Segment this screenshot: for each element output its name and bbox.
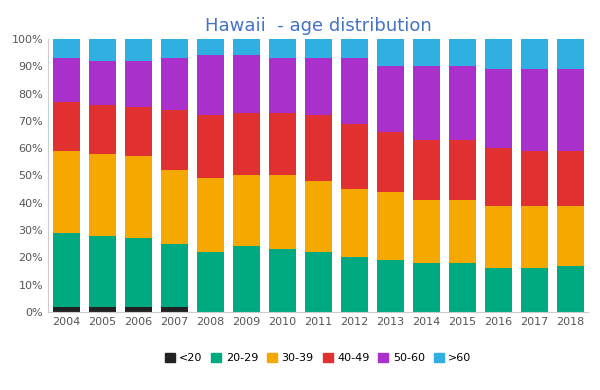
- Bar: [413, 140, 439, 200]
- Bar: [413, 66, 439, 140]
- Bar: [341, 257, 367, 312]
- Bar: [233, 246, 260, 312]
- Legend: <20, 20-29, 30-39, 40-49, 50-60, >60: <20, 20-29, 30-39, 40-49, 50-60, >60: [164, 353, 472, 363]
- Bar: [197, 252, 223, 312]
- Bar: [485, 268, 511, 312]
- Bar: [269, 249, 296, 312]
- Bar: [89, 39, 115, 61]
- Bar: [341, 124, 367, 189]
- Bar: [233, 176, 260, 246]
- Bar: [377, 39, 404, 66]
- Bar: [521, 206, 548, 268]
- Bar: [89, 61, 115, 105]
- Bar: [53, 151, 79, 233]
- Bar: [377, 66, 404, 132]
- Bar: [377, 192, 404, 260]
- Bar: [521, 268, 548, 312]
- Bar: [521, 151, 548, 206]
- Bar: [557, 151, 583, 206]
- Bar: [233, 55, 260, 113]
- Bar: [413, 200, 439, 263]
- Bar: [269, 176, 296, 249]
- Bar: [341, 39, 367, 58]
- Bar: [125, 107, 151, 156]
- Bar: [521, 39, 548, 69]
- Bar: [449, 263, 476, 312]
- Bar: [485, 69, 511, 148]
- Bar: [305, 39, 331, 58]
- Bar: [197, 115, 223, 178]
- Bar: [89, 105, 115, 154]
- Bar: [485, 148, 511, 206]
- Bar: [449, 39, 476, 66]
- Bar: [53, 233, 79, 307]
- Bar: [269, 58, 296, 113]
- Bar: [305, 181, 331, 252]
- Bar: [125, 238, 151, 307]
- Bar: [53, 102, 79, 151]
- Bar: [413, 39, 439, 66]
- Bar: [449, 66, 476, 140]
- Bar: [89, 236, 115, 307]
- Bar: [557, 39, 583, 69]
- Bar: [197, 39, 223, 55]
- Bar: [305, 58, 331, 115]
- Bar: [269, 113, 296, 176]
- Bar: [413, 263, 439, 312]
- Bar: [341, 58, 367, 124]
- Bar: [233, 39, 260, 55]
- Bar: [305, 115, 331, 181]
- Bar: [161, 307, 187, 312]
- Bar: [53, 307, 79, 312]
- Bar: [125, 156, 151, 238]
- Bar: [377, 132, 404, 192]
- Bar: [233, 113, 260, 176]
- Bar: [161, 39, 187, 58]
- Bar: [197, 55, 223, 115]
- Bar: [53, 58, 79, 102]
- Bar: [557, 69, 583, 151]
- Bar: [53, 39, 79, 58]
- Bar: [485, 39, 511, 69]
- Bar: [161, 244, 187, 307]
- Bar: [449, 140, 476, 200]
- Bar: [161, 58, 187, 110]
- Bar: [89, 307, 115, 312]
- Bar: [449, 200, 476, 263]
- Bar: [485, 206, 511, 268]
- Bar: [125, 39, 151, 61]
- Bar: [197, 178, 223, 252]
- Bar: [557, 266, 583, 312]
- Bar: [377, 260, 404, 312]
- Bar: [125, 61, 151, 107]
- Bar: [89, 154, 115, 236]
- Bar: [305, 252, 331, 312]
- Bar: [161, 110, 187, 170]
- Bar: [557, 206, 583, 266]
- Bar: [341, 189, 367, 257]
- Bar: [269, 39, 296, 58]
- Title: Hawaii  - age distribution: Hawaii - age distribution: [205, 17, 431, 35]
- Bar: [521, 69, 548, 151]
- Bar: [161, 170, 187, 244]
- Bar: [125, 307, 151, 312]
